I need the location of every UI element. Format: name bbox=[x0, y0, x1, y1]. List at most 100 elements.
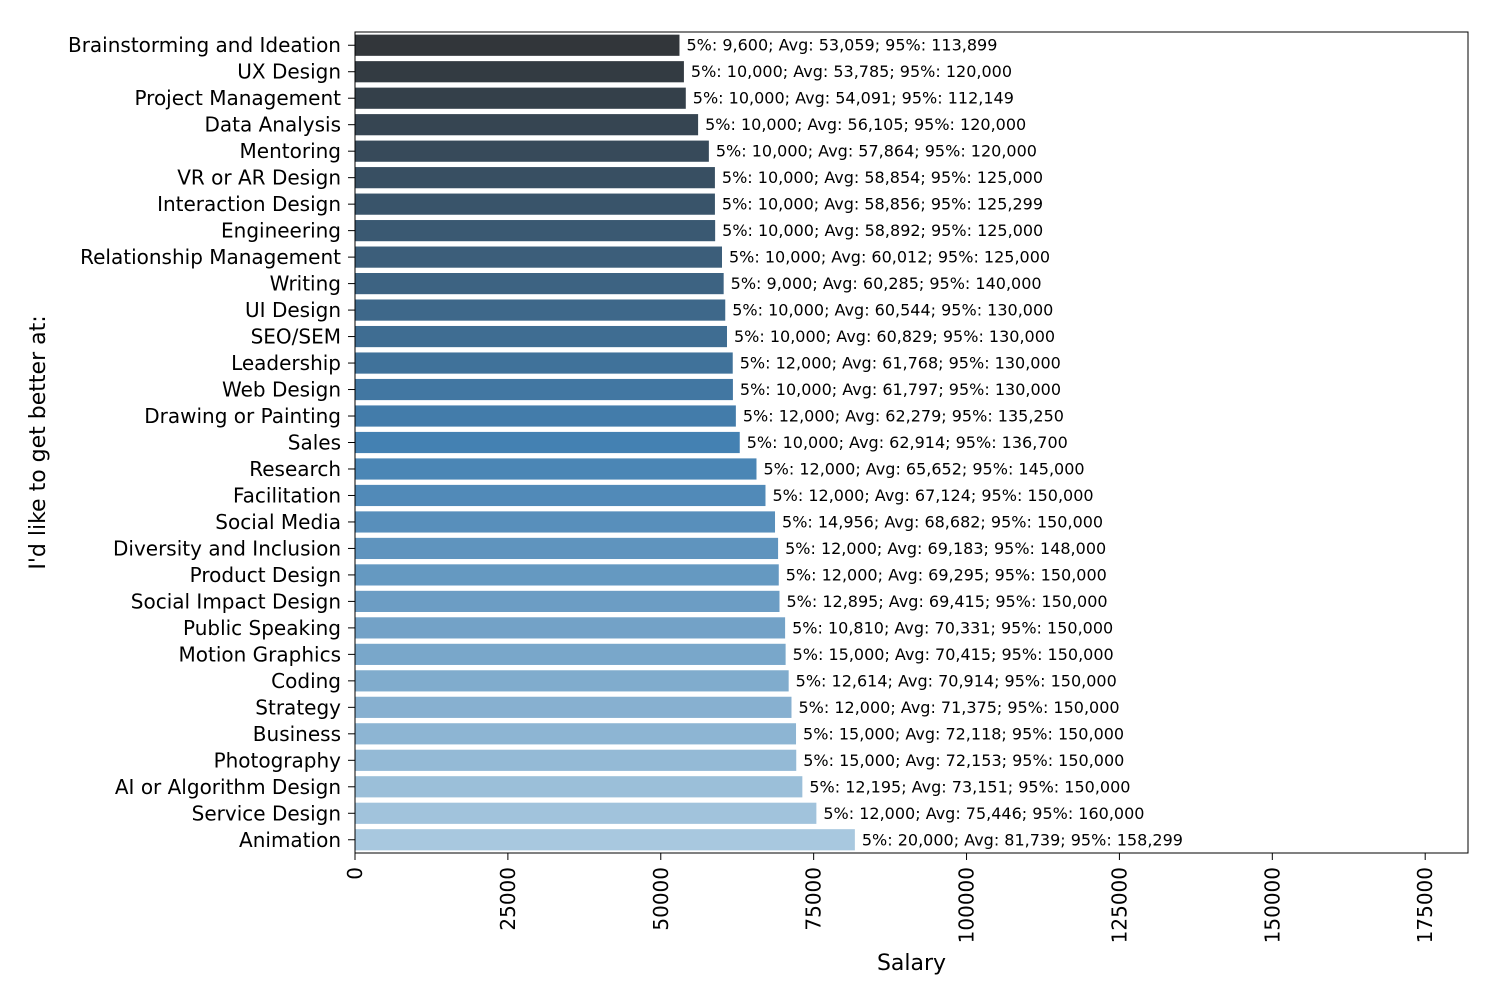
bar bbox=[355, 246, 722, 268]
category-label: Service Design bbox=[192, 801, 341, 825]
bar-value-label: 5%: 10,000; Avg: 60,544; 95%: 130,000 bbox=[732, 301, 1053, 320]
category-label: Relationship Management bbox=[80, 245, 341, 269]
bar bbox=[355, 749, 797, 771]
bar-value-label: 5%: 15,000; Avg: 70,415; 95%: 150,000 bbox=[793, 645, 1114, 664]
category-label: Interaction Design bbox=[157, 192, 341, 216]
bar-value-label: 5%: 14,956; Avg: 68,682; 95%: 150,000 bbox=[782, 512, 1103, 531]
bar-value-label: 5%: 15,000; Avg: 72,118; 95%: 150,000 bbox=[803, 724, 1124, 743]
bar bbox=[355, 378, 733, 401]
bar bbox=[355, 484, 766, 507]
bar-value-label: 5%: 12,000; Avg: 75,446; 95%: 160,000 bbox=[823, 804, 1144, 823]
bar-value-label: 5%: 10,810; Avg: 70,331; 95%: 150,000 bbox=[792, 618, 1113, 637]
category-label: Research bbox=[249, 457, 341, 481]
category-label: Coding bbox=[271, 669, 341, 693]
category-label: Strategy bbox=[255, 695, 341, 719]
bar-value-label: 5%: 12,000; Avg: 62,279; 95%: 135,250 bbox=[743, 407, 1064, 426]
category-labels-layer: Brainstorming and Ideation UX DesignProje… bbox=[68, 33, 355, 852]
bar bbox=[355, 193, 715, 215]
bar bbox=[355, 325, 727, 348]
x-tick-label: 25000 bbox=[496, 867, 520, 931]
bar bbox=[355, 167, 715, 189]
bar-value-label: 5%: 12,000; Avg: 67,124; 95%: 150,000 bbox=[772, 486, 1093, 505]
bar bbox=[355, 220, 716, 242]
bar-value-label: 5%: 10,000; Avg: 58,854; 95%: 125,000 bbox=[722, 168, 1043, 187]
x-tick-label: 0 bbox=[343, 867, 367, 880]
bar-value-label: 5%: 20,000; Avg: 81,739; 95%: 158,299 bbox=[862, 830, 1183, 849]
bar bbox=[355, 590, 780, 612]
x-ticks-layer: 0 25000 50000 75000 100000 125000 150000 175000 bbox=[343, 853, 1437, 943]
bar bbox=[355, 537, 779, 560]
category-label: Diversity and Inclusion bbox=[113, 536, 341, 560]
bar bbox=[355, 273, 724, 295]
category-label: Drawing or Painting bbox=[144, 404, 341, 428]
bar bbox=[355, 696, 792, 718]
x-tick-label: 75000 bbox=[802, 867, 826, 931]
category-label: Web Design bbox=[222, 378, 341, 402]
bar-value-label: 5%: 10,000; Avg: 60,829; 95%: 130,000 bbox=[734, 327, 1055, 346]
bar-value-label: 5%: 12,000; Avg: 69,295; 95%: 150,000 bbox=[786, 565, 1107, 584]
x-tick-label: 175000 bbox=[1413, 867, 1437, 943]
bar bbox=[355, 34, 680, 56]
category-label: SEO/SEM bbox=[251, 325, 341, 349]
category-label: Social Impact Design bbox=[131, 589, 341, 613]
bar-value-label: 5%: 12,895; Avg: 69,415; 95%: 150,000 bbox=[786, 592, 1107, 611]
bar bbox=[355, 458, 757, 480]
bar-value-label: 5%: 10,000; Avg: 53,785; 95%: 120,000 bbox=[691, 62, 1012, 81]
bar bbox=[355, 802, 817, 824]
bar bbox=[355, 564, 779, 586]
bar-value-label: 5%: 12,000; Avg: 69,183; 95%: 148,000 bbox=[785, 539, 1106, 558]
x-tick-label: 100000 bbox=[955, 867, 979, 943]
category-label: UX Design bbox=[237, 60, 341, 84]
category-label: Mentoring bbox=[240, 139, 341, 163]
category-label: Animation bbox=[239, 828, 341, 852]
bar-value-label: 5%: 10,000; Avg: 56,105; 95%: 120,000 bbox=[705, 115, 1026, 134]
bar-value-label: 5%: 10,000; Avg: 54,091; 95%: 112,149 bbox=[693, 89, 1014, 108]
category-label: Engineering bbox=[221, 219, 341, 243]
category-label: Product Design bbox=[190, 563, 341, 587]
category-label: Social Media bbox=[215, 510, 341, 534]
x-tick-label: 50000 bbox=[649, 867, 673, 931]
y-axis-title: I'd like to get better at: bbox=[26, 315, 51, 569]
bar-value-label: 5%: 15,000; Avg: 72,153; 95%: 150,000 bbox=[803, 751, 1124, 770]
bar-value-label: 5%: 10,000; Avg: 60,012; 95%: 125,000 bbox=[729, 248, 1050, 267]
bar bbox=[355, 87, 686, 109]
bar bbox=[355, 431, 740, 454]
category-label: Writing bbox=[270, 272, 341, 296]
bar-value-label: 5%: 12,195; Avg: 73,151; 95%: 150,000 bbox=[809, 777, 1130, 796]
category-label: Public Speaking bbox=[183, 616, 341, 640]
bar bbox=[355, 140, 709, 162]
category-label: Sales bbox=[288, 431, 341, 455]
bar-value-label: 5%: 9,600; Avg: 53,059; 95%: 113,899 bbox=[686, 36, 997, 55]
category-label: AI or Algorithm Design bbox=[115, 775, 341, 799]
bar-value-label: 5%: 9,000; Avg: 60,285; 95%: 140,000 bbox=[731, 274, 1042, 293]
category-label: Leadership bbox=[231, 351, 341, 375]
bar-value-label: 5%: 10,000; Avg: 58,856; 95%: 125,299 bbox=[722, 195, 1043, 214]
x-tick-label: 125000 bbox=[1107, 867, 1131, 943]
x-axis-title: Salary bbox=[877, 951, 946, 976]
category-label: Project Management bbox=[134, 86, 341, 110]
bars-layer bbox=[355, 34, 855, 851]
bar bbox=[355, 723, 797, 745]
category-label: Facilitation bbox=[233, 483, 341, 507]
category-label: Data Analysis bbox=[204, 113, 341, 137]
bar bbox=[355, 299, 726, 321]
bar bbox=[355, 61, 684, 83]
bar bbox=[355, 829, 855, 851]
category-label: Business bbox=[253, 722, 341, 746]
bar bbox=[355, 352, 733, 374]
bar bbox=[355, 643, 786, 665]
bar bbox=[355, 617, 786, 639]
bar bbox=[355, 776, 803, 798]
plot-frame bbox=[354, 31, 1469, 854]
x-tick-label: 150000 bbox=[1260, 867, 1284, 943]
bar-value-label: 5%: 10,000; Avg: 61,797; 95%: 130,000 bbox=[740, 380, 1061, 399]
bar-value-label: 5%: 10,000; Avg: 62,914; 95%: 136,700 bbox=[747, 433, 1068, 452]
bar bbox=[355, 405, 736, 427]
bar bbox=[355, 511, 776, 533]
bar-value-label: 5%: 10,000; Avg: 58,892; 95%: 125,000 bbox=[722, 221, 1043, 240]
category-label: Brainstorming and Ideation bbox=[68, 33, 341, 57]
bar bbox=[355, 114, 699, 136]
category-label: VR or AR Design bbox=[177, 166, 341, 190]
